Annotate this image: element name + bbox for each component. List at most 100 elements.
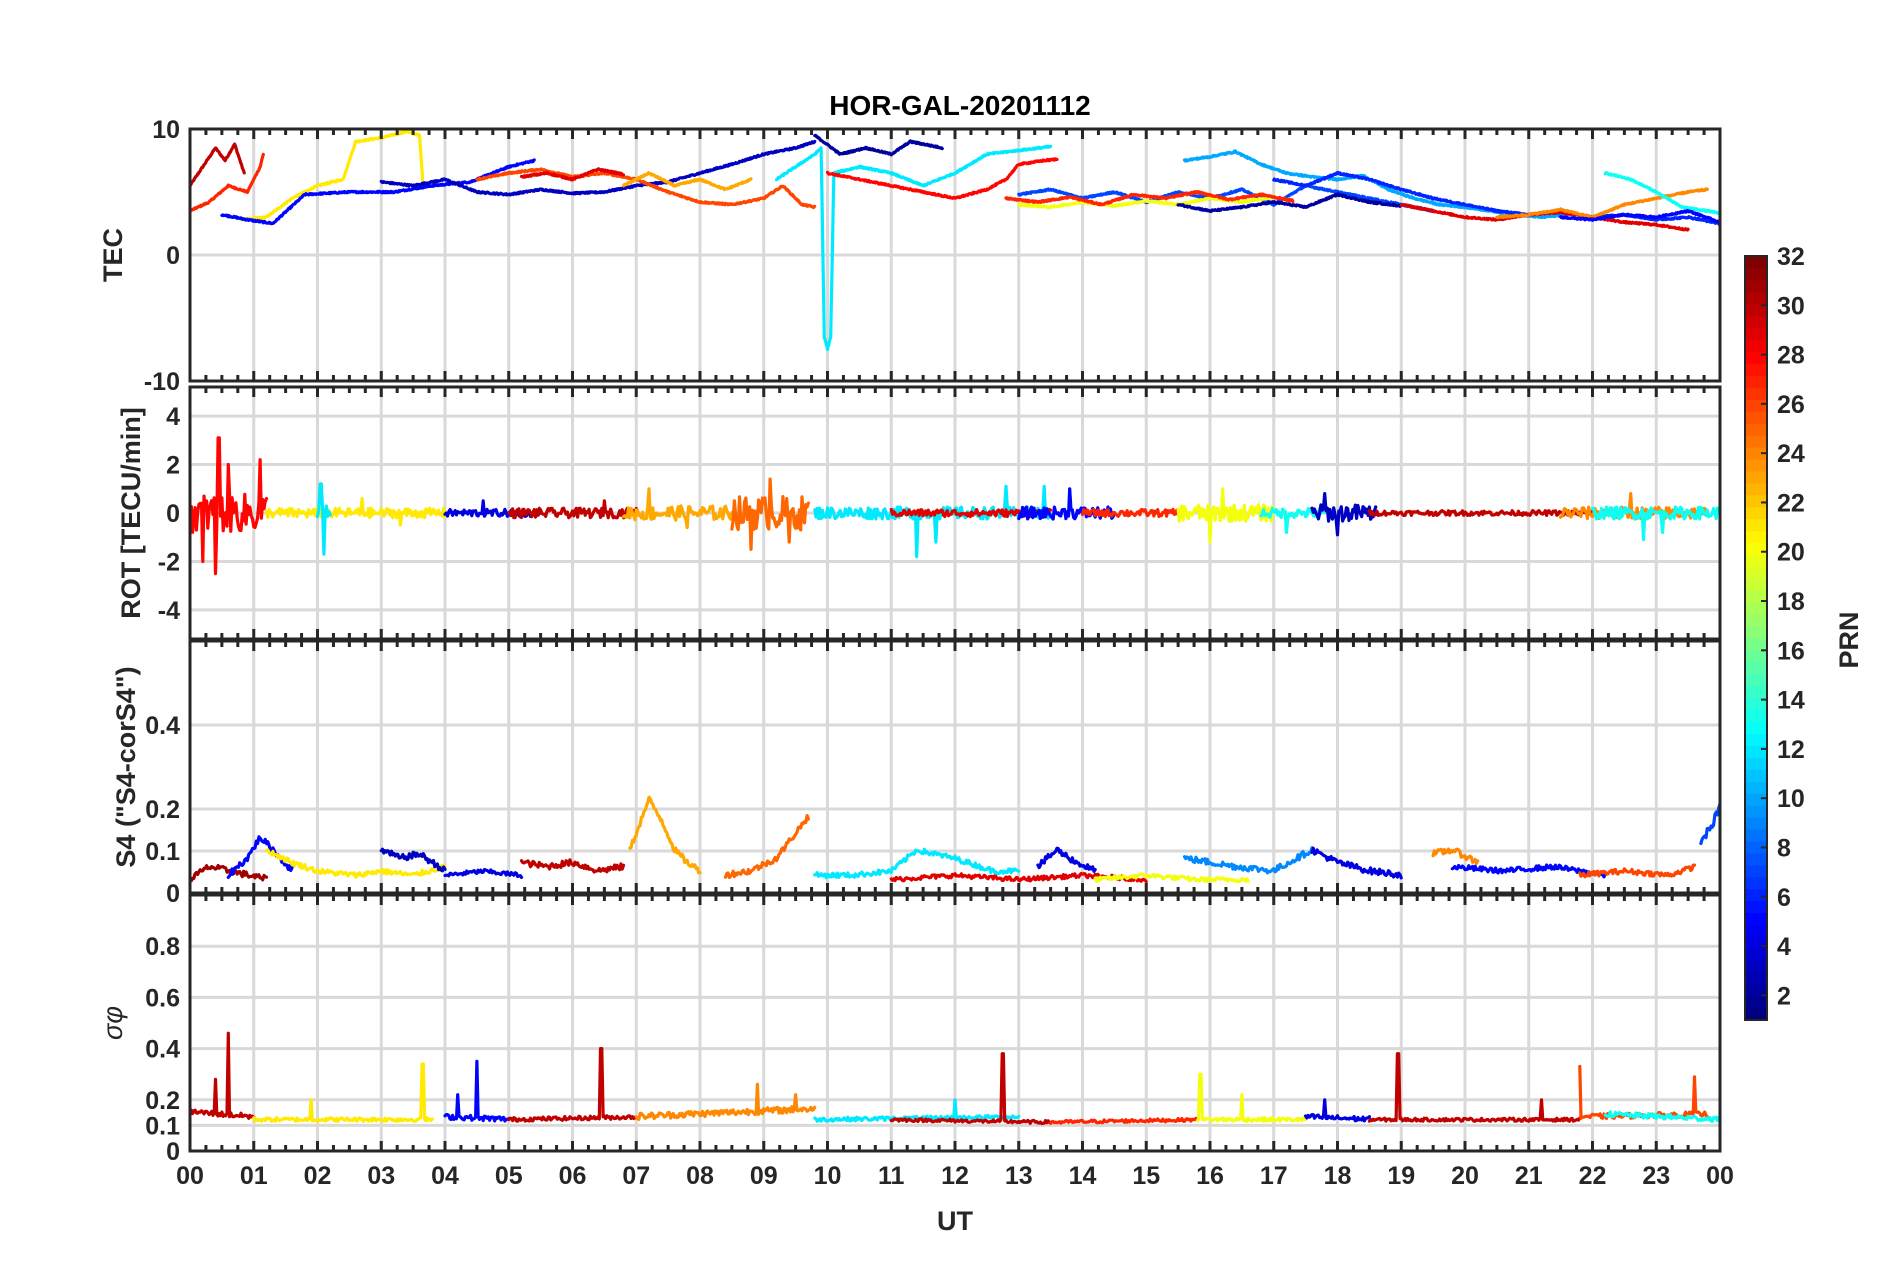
- colorbar-band: [1745, 721, 1767, 735]
- colorbar-band: [1745, 554, 1767, 567]
- colorbar-tick-label: 20: [1777, 539, 1805, 567]
- series-line-prn-5: [1450, 863, 1607, 879]
- colorbar-tick-label: 28: [1777, 342, 1805, 370]
- colorbar-tick-label: 8: [1777, 834, 1791, 862]
- series-line-prn-7: [1699, 801, 1720, 846]
- y-tick-label: -4: [158, 597, 180, 625]
- colorbar-band: [1745, 399, 1767, 412]
- series-line-prn-12: [813, 484, 1053, 559]
- colorbar-tick-label: 14: [1777, 687, 1805, 715]
- colorbar-label: PRN: [1834, 611, 1864, 668]
- series-line-prn-3: [379, 139, 817, 197]
- colorbar-band: [1745, 363, 1767, 376]
- panel-tec: -10 0 10 TEC: [98, 116, 1722, 396]
- y-tick-label: 4: [166, 403, 180, 431]
- series-line-prn-3: [1310, 492, 1378, 537]
- x-tick-label: 19: [1387, 1162, 1415, 1190]
- x-tick-label: 13: [1005, 1162, 1033, 1190]
- series-line-prn-3: [379, 847, 447, 873]
- colorbar-band: [1745, 936, 1767, 949]
- series-line-prn-24: [634, 1082, 817, 1122]
- panel-tec-yticks: -10 0 10: [144, 116, 1722, 396]
- series-line-prn-21: [239, 129, 425, 222]
- colorbar-band: [1745, 458, 1767, 472]
- chart-title: HOR-GAL-20201112: [829, 90, 1090, 121]
- y-tick-label: -2: [158, 548, 180, 576]
- colorbar-band: [1745, 1008, 1767, 1021]
- colorbar-band: [1745, 614, 1767, 627]
- colorbar-band: [1745, 447, 1767, 460]
- series-line-prn-9: [1182, 846, 1314, 875]
- x-tick-label: 08: [686, 1162, 714, 1190]
- colorbar-band: [1745, 351, 1767, 365]
- colorbar-band: [1745, 626, 1767, 639]
- series-line-prn-21: [264, 496, 447, 527]
- series-line-prn-23: [628, 795, 702, 875]
- colorbar-band: [1745, 781, 1767, 794]
- colorbar-band: [1745, 900, 1767, 914]
- colorbar-band: [1745, 709, 1767, 723]
- series-line-prn-4: [443, 867, 524, 880]
- x-tick-label: 09: [750, 1162, 778, 1190]
- panel-s4-yticks: 0 0.1 0.2 0.4: [145, 641, 1722, 908]
- panel-sigma: 00.10.2 0.4 0.6 0.8 σφ: [98, 893, 1722, 1166]
- series-line-prn-26: [1578, 1064, 1709, 1121]
- panel-s4-plot-area: [190, 795, 1720, 884]
- x-tick-label: 03: [367, 1162, 395, 1190]
- y-tick-label: 10: [152, 116, 180, 144]
- y-tick-label: 0: [166, 242, 180, 270]
- x-tick-label: 02: [304, 1162, 332, 1190]
- panel-rot-grid: [190, 387, 1720, 639]
- colorbar-band: [1745, 960, 1767, 973]
- panel-sigma-ylabel: σφ: [98, 1006, 128, 1040]
- colorbar-band: [1745, 423, 1767, 436]
- series-line-prn-26: [475, 167, 817, 210]
- x-tick-label: 05: [495, 1162, 523, 1190]
- colorbar-band: [1745, 972, 1767, 985]
- colorbar-band: [1745, 518, 1767, 532]
- y-tick-label: 0.1: [145, 838, 180, 866]
- x-tick-label: 00: [176, 1162, 204, 1190]
- series-line-prn-24: [1431, 847, 1480, 866]
- series-line-prn-4: [1303, 1098, 1372, 1123]
- x-tick-label: 10: [814, 1162, 842, 1190]
- colorbar-band: [1745, 697, 1767, 711]
- panel-tec-ylabel: TEC: [98, 228, 128, 282]
- colorbar-band: [1745, 470, 1767, 484]
- colorbar-band: [1745, 638, 1767, 651]
- series-line-prn-4: [1036, 846, 1097, 873]
- colorbar-band: [1745, 685, 1767, 699]
- colorbar-band: [1745, 267, 1767, 281]
- colorbar-tick-label: 12: [1777, 736, 1805, 764]
- series-line-prn-25: [723, 813, 811, 880]
- colorbar-band: [1745, 948, 1767, 961]
- series-line-prn-28: [190, 436, 269, 576]
- colorbar-tick-label: 4: [1777, 933, 1791, 961]
- colorbar-tick-label: 22: [1777, 489, 1805, 517]
- colorbar-band: [1745, 602, 1767, 615]
- colorbar-band: [1745, 435, 1767, 448]
- series-line-prn-21: [252, 1062, 434, 1124]
- series-line-prn-13: [1590, 505, 1720, 542]
- x-tick-label: 22: [1579, 1162, 1607, 1190]
- colorbar-tick-label: 10: [1777, 785, 1805, 813]
- series-line-prn-23: [621, 171, 753, 192]
- colorbar-band: [1745, 566, 1767, 579]
- series-line-prn-21: [264, 848, 447, 879]
- colorbar-tick-label: 32: [1777, 243, 1805, 271]
- colorbar-band: [1745, 506, 1767, 520]
- x-tick-label: 20: [1451, 1162, 1479, 1190]
- y-tick-label: 0.6: [145, 984, 180, 1012]
- x-tick-label: 04: [431, 1162, 459, 1190]
- series-line-prn-27: [1048, 1116, 1199, 1125]
- panel-tec-plot-area: [190, 129, 1720, 351]
- series-line-prn-30: [519, 858, 626, 874]
- colorbar-band: [1745, 590, 1767, 603]
- x-tick-label: 16: [1196, 1162, 1224, 1190]
- series-line-prn-13: [1259, 506, 1327, 535]
- series-line-prn-31: [190, 863, 269, 883]
- colorbar-tick-label: 26: [1777, 391, 1805, 419]
- panel-rot-yticks: -4 -2 0 2 4: [158, 387, 1722, 639]
- colorbar-band: [1745, 769, 1767, 782]
